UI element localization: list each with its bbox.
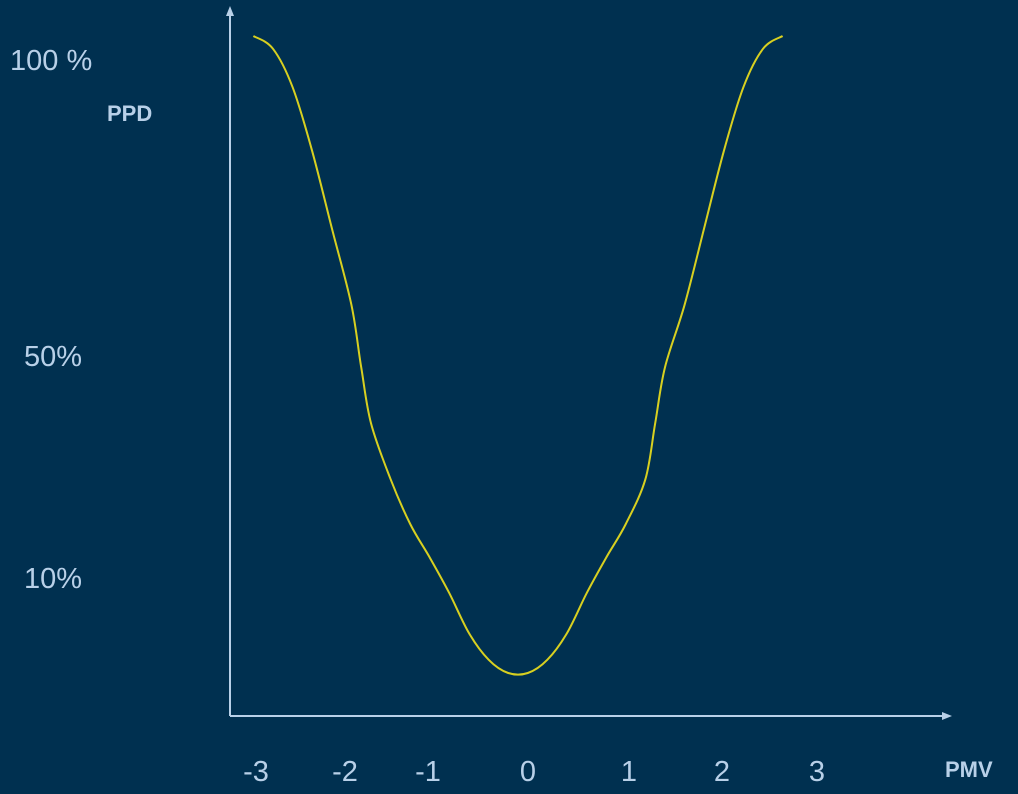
y-axis-arrowhead [226, 6, 234, 16]
x-tick-labels: -3 -2 -1 0 1 2 3 [243, 756, 825, 788]
axes [226, 6, 952, 720]
y-tick-label: 50% [24, 341, 82, 373]
y-tick-label: 100 % [10, 45, 92, 77]
x-tick-label: 1 [621, 756, 637, 788]
y-axis-label: PPD [107, 101, 152, 126]
x-tick-label: 2 [714, 756, 730, 788]
x-tick-label: 3 [809, 756, 825, 788]
x-axis-label: PMV [945, 757, 993, 782]
ppd-curve [252, 35, 784, 676]
x-tick-label: -1 [415, 756, 441, 788]
x-tick-label: -3 [243, 756, 269, 788]
x-axis-arrowhead [942, 712, 952, 720]
x-tick-label: -2 [332, 756, 358, 788]
y-tick-labels: 10% 50% 100 % [10, 45, 92, 595]
y-tick-label: 10% [24, 563, 82, 595]
x-tick-label: 0 [520, 756, 536, 788]
